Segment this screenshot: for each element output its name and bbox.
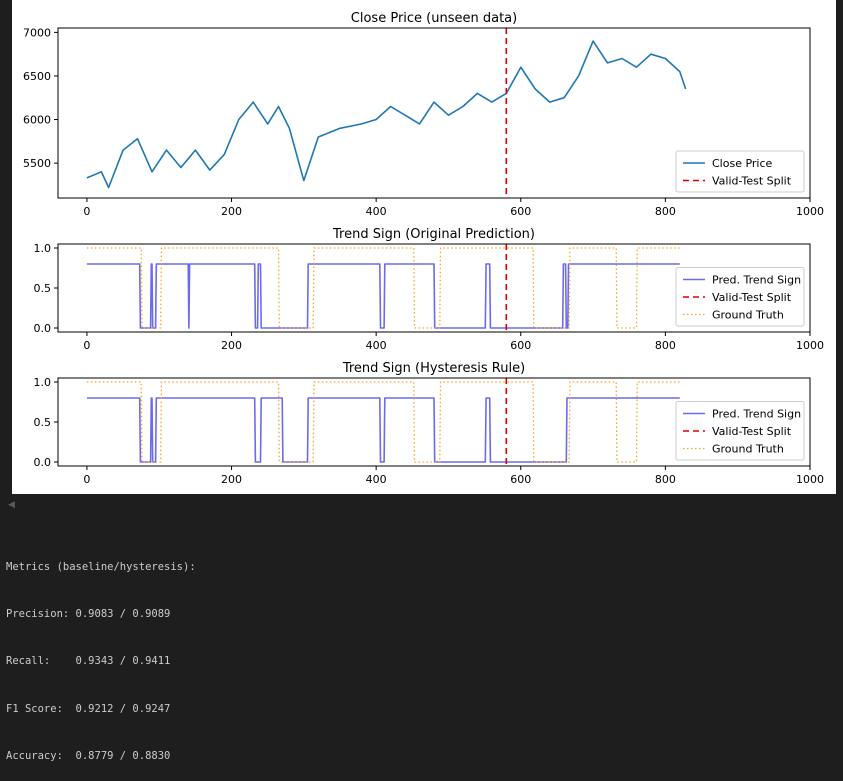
legend-label: Valid-Test Split (712, 425, 792, 438)
x-tick-label: 1000 (796, 473, 824, 486)
legend-label: Pred. Trend Sign (712, 408, 801, 421)
x-tick-label: 600 (510, 339, 531, 352)
x-tick-label: 400 (366, 473, 387, 486)
series-line (86, 381, 680, 463)
series-line (86, 247, 680, 329)
console-output: Metrics (baseline/hysteresis): Precision… (6, 528, 196, 781)
legend-box (675, 401, 805, 461)
legend-label: Ground Truth (712, 443, 784, 456)
y-tick-label: 0.5 (34, 282, 52, 295)
legend-label: Close Price (712, 157, 773, 170)
y-tick-label: 6500 (23, 70, 51, 83)
console-line: F1 Score: 0.9212 / 0.9247 (6, 702, 171, 715)
x-tick-label: 800 (655, 205, 676, 218)
x-tick-label: 200 (221, 339, 242, 352)
console-line: Recall: 0.9343 / 0.9411 (6, 655, 171, 668)
y-tick-label: 6000 (23, 114, 51, 127)
x-tick-label: 400 (366, 205, 387, 218)
x-tick-label: 200 (221, 473, 242, 486)
y-tick-label: 0.0 (34, 322, 52, 335)
series-line (86, 263, 680, 329)
y-tick-label: 1.0 (34, 376, 52, 389)
series-line (86, 40, 687, 189)
chart-title: Close Price (unseen data) (351, 11, 517, 26)
y-tick-label: 0.5 (34, 416, 52, 429)
legend-box (675, 267, 805, 327)
x-tick-label: 1000 (796, 205, 824, 218)
legend-label: Ground Truth (712, 309, 784, 322)
x-tick-label: 600 (510, 473, 531, 486)
legend-label: Valid-Test Split (712, 291, 792, 304)
plot-frame (57, 27, 811, 199)
legend-label: Valid-Test Split (712, 175, 792, 188)
chart-title: Trend Sign (Hysteresis Rule) (342, 361, 525, 376)
x-tick-label: 1000 (796, 339, 824, 352)
x-tick-label: 800 (655, 473, 676, 486)
x-tick-label: 200 (221, 205, 242, 218)
y-tick-label: 5500 (23, 157, 51, 170)
series-line (86, 397, 680, 463)
x-tick-label: 0 (83, 473, 90, 486)
x-tick-label: 600 (510, 205, 531, 218)
console-line: Accuracy: 0.8779 / 0.8830 (6, 750, 171, 763)
console-line: Metrics (baseline/hysteresis): (6, 560, 196, 573)
chart-title: Trend Sign (Original Prediction) (332, 227, 535, 242)
scroll-left-icon[interactable]: ◀ (8, 500, 15, 510)
x-tick-label: 0 (83, 339, 90, 352)
charts-svg: Close Price (unseen data) 0 200 400 600 800 10… (23, 11, 824, 486)
legend-label: Pred. Trend Sign (712, 274, 801, 287)
chart-figure: Close Price (unseen data) 0 200 400 600 800 10… (12, 0, 836, 494)
y-tick-label: 7000 (23, 26, 51, 39)
x-tick-label: 400 (366, 339, 387, 352)
y-tick-label: 1.0 (34, 242, 52, 255)
x-tick-label: 0 (83, 205, 90, 218)
y-tick-label: 0.0 (34, 456, 52, 469)
legend-box (675, 150, 805, 193)
x-tick-label: 800 (655, 339, 676, 352)
console-line: Precision: 0.9083 / 0.9089 (6, 607, 171, 620)
